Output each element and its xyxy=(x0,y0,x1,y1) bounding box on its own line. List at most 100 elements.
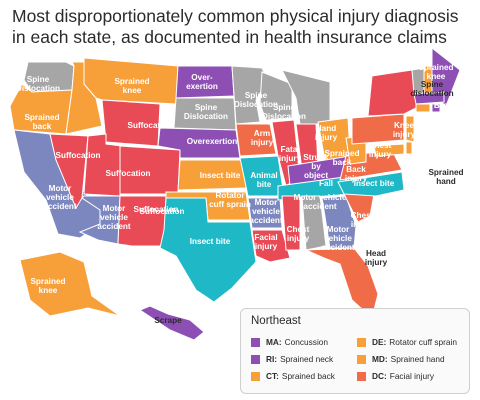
state-ma xyxy=(413,91,445,105)
legend-abbr: DE: xyxy=(372,337,387,347)
state-label: Fatal injury xyxy=(279,145,302,163)
state-label: Fall xyxy=(319,179,333,188)
legend-label: Sprained back xyxy=(281,371,335,381)
state-label-line: accident xyxy=(303,202,336,211)
state-label: Suffocation xyxy=(127,121,172,130)
state-nj xyxy=(405,115,415,143)
state-label-line: accident xyxy=(321,243,354,252)
state-label-line: Motor xyxy=(327,225,351,234)
state-label-line: Dislocation xyxy=(234,100,278,109)
state-label: Suffocation xyxy=(105,169,150,178)
state-label-line: Overexertion xyxy=(187,137,238,146)
state-label-line: Scrape xyxy=(154,316,182,325)
state-label-line: Dislocation xyxy=(262,112,306,121)
state-label: Sprained knee xyxy=(30,277,65,295)
state-label-line: hand xyxy=(436,177,456,186)
state-label-line: Insect bite xyxy=(190,237,231,246)
state-label-line: injury xyxy=(251,138,274,147)
state-label: Suffocation xyxy=(133,205,178,214)
state-label: Motor vehicle accident xyxy=(249,198,282,225)
legend-title: Northeast xyxy=(251,315,301,327)
state-label-line: dislocation xyxy=(410,89,453,98)
state-label: Head injury xyxy=(365,249,388,267)
state-label: Facial injury xyxy=(254,233,277,251)
state-label: Back injury xyxy=(345,165,368,183)
state-label: Spine Dislocation xyxy=(184,103,228,121)
state-ga xyxy=(321,195,357,249)
state-label: Sprained hand xyxy=(428,168,463,186)
state-label-line: Motor vehicle xyxy=(294,193,347,202)
state-label-line: injury xyxy=(369,150,392,159)
legend-abbr: RI: xyxy=(266,354,278,364)
state-label-line: Arm xyxy=(254,129,270,138)
map-title: Most disproportionately common physical … xyxy=(12,6,459,47)
state-label-line: Suffocation xyxy=(127,121,172,130)
state-label-line: Head xyxy=(366,249,386,258)
legend-label: Rotator cuff sprain xyxy=(389,337,457,347)
state-label-line: ankle xyxy=(438,110,459,119)
state-ar xyxy=(247,197,283,229)
state-label-line: Over- xyxy=(191,73,213,82)
state-label: Broken ankle xyxy=(434,101,462,119)
legend-item: CT: Sprained back xyxy=(251,371,335,381)
state-label-line: Back xyxy=(346,165,366,174)
state-la xyxy=(251,229,291,263)
state-label-line: Fatal xyxy=(280,145,299,154)
state-wi xyxy=(259,71,293,121)
state-ms xyxy=(281,195,301,251)
legend-item: RI: Sprained neck xyxy=(251,354,333,364)
state-label-line: vehicle xyxy=(46,193,74,202)
state-label-line: injury xyxy=(393,130,416,139)
state-label-line: injury xyxy=(365,258,388,267)
state-label: Spine Dislocation xyxy=(262,103,306,121)
state-label: Motor vehicle accident xyxy=(43,184,76,211)
state-ut xyxy=(83,133,123,197)
state-label-line: Suffocation xyxy=(139,207,184,216)
state-hi xyxy=(138,305,205,341)
state-label: Rotator cuff sprain xyxy=(209,191,251,209)
state-nm xyxy=(117,195,167,247)
state-label: Motor vehicle accident xyxy=(97,204,130,231)
state-label-line: back xyxy=(333,158,352,167)
state-nc xyxy=(337,171,405,197)
state-label: Knee injury xyxy=(393,121,416,139)
state-label-line: Spine xyxy=(421,80,444,89)
state-label-line: accident xyxy=(249,216,282,225)
legend-item: DC: Facial injury xyxy=(357,371,434,381)
legend-abbr: MA: xyxy=(266,337,282,347)
state-label-line: Hand xyxy=(316,124,336,133)
state-label: Suffocation xyxy=(55,151,100,160)
state-label-line: Spine xyxy=(273,103,296,112)
state-label-line: Suffocation xyxy=(133,205,178,214)
state-label: Chest injury xyxy=(287,225,310,243)
state-label-line: knee xyxy=(39,286,58,295)
state-de xyxy=(405,141,413,155)
state-nv xyxy=(49,133,89,210)
state-me xyxy=(431,46,461,107)
legend-swatch xyxy=(357,337,366,347)
state-label-line: Sprained xyxy=(324,149,359,158)
state-label-line: Animal xyxy=(250,171,277,180)
state-label: Sprained knee xyxy=(114,77,149,95)
state-ri xyxy=(431,103,441,113)
state-label: Struck by object xyxy=(303,153,329,180)
state-regions xyxy=(9,46,461,341)
state-label: Arm injury xyxy=(251,129,274,147)
state-al xyxy=(301,195,327,251)
state-label-line: injury xyxy=(315,133,338,142)
state-label-line: vehicle xyxy=(252,207,280,216)
legend-label: Sprained hand xyxy=(390,354,445,364)
legend-swatch xyxy=(357,371,366,381)
state-label-line: Motor xyxy=(49,184,73,193)
state-label-line: knee xyxy=(427,72,446,81)
state-label-line: Spine xyxy=(245,91,268,100)
state-label-line: Chest xyxy=(287,225,310,234)
state-label-line: Motor xyxy=(255,198,279,207)
state-label-line: knee xyxy=(123,86,142,95)
state-label-line: Insect bite xyxy=(200,171,241,180)
state-label-line: exertion xyxy=(186,82,218,91)
state-label-line: Fall xyxy=(319,179,333,188)
state-label: Insect bite xyxy=(190,237,231,246)
legend-abbr: MD: xyxy=(372,354,388,364)
